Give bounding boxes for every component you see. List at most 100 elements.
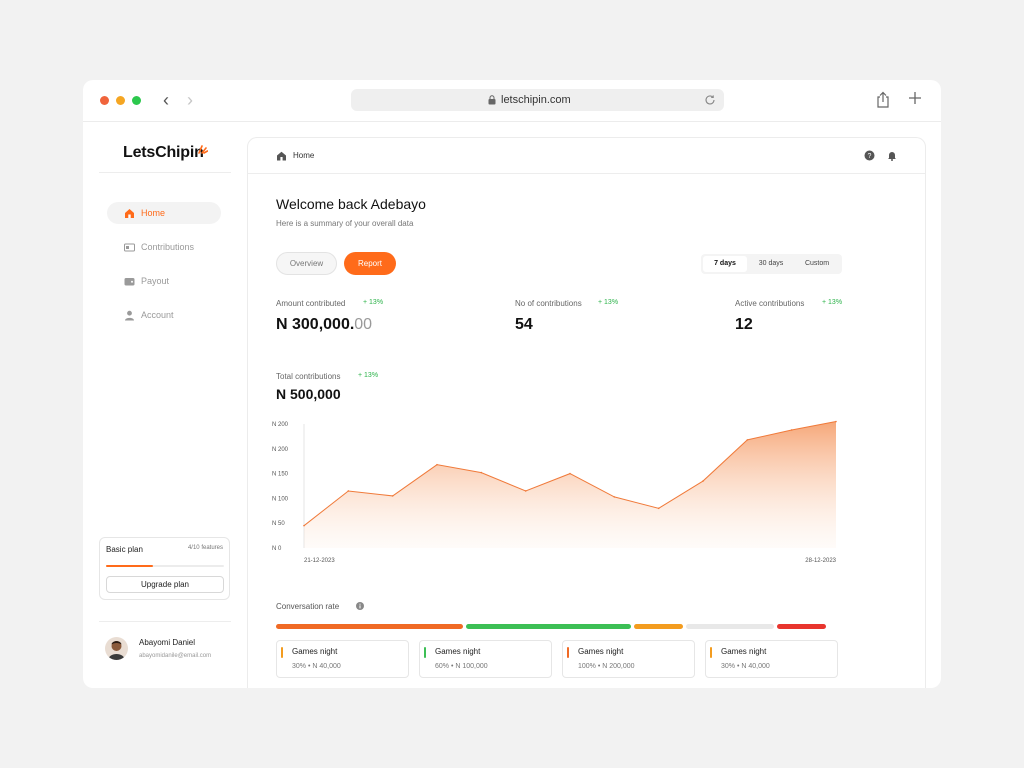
conversion-rate-segment — [686, 624, 774, 629]
user-name: Abayomi Daniel — [139, 638, 196, 647]
data-point[interactable] — [746, 439, 749, 441]
conversion-rate-segment — [466, 624, 631, 629]
date-range-selector: 7 days 30 days Custom — [701, 254, 842, 274]
rate-card-meta: 60% • N 100,000 — [435, 663, 488, 670]
breadcrumb[interactable]: Home — [293, 151, 315, 160]
rate-card-accent — [710, 647, 712, 658]
plan-progress-fill — [106, 565, 154, 567]
logo-mark-icon — [198, 145, 208, 154]
rate-card-title: Games night — [292, 647, 338, 656]
rate-card-meta: 30% • N 40,000 — [292, 663, 341, 670]
data-point[interactable] — [436, 463, 438, 466]
rate-card[interactable]: Games night 30% • N 40,000 — [705, 640, 838, 678]
bell-icon[interactable] — [887, 150, 897, 161]
rate-card-title: Games night — [578, 647, 624, 656]
sidebar-item-account[interactable]: Account — [107, 304, 221, 326]
maximize-window-button[interactable] — [132, 96, 141, 105]
stat-value-count: 54 — [515, 316, 533, 333]
x-tick-label: 28-12-2023 — [805, 558, 836, 564]
url-text: letschipin.com — [501, 94, 571, 106]
x-tick-label: 21-12-2023 — [304, 558, 335, 564]
data-point[interactable] — [391, 495, 394, 497]
header-divider — [248, 173, 925, 174]
data-point[interactable] — [480, 471, 483, 474]
browser-window: ‹ › letschipin.com LetsChipin Home Contr… — [83, 80, 941, 688]
forward-arrow-icon[interactable]: › — [187, 90, 193, 110]
browser-titlebar: ‹ › letschipin.com — [83, 80, 941, 122]
sidebar-divider — [99, 621, 231, 622]
range-option-custom[interactable]: Custom — [804, 260, 830, 267]
stat-delta-count: + 13% — [598, 299, 619, 306]
rate-card[interactable]: Games night 100% • N 200,000 — [562, 640, 695, 678]
plan-name: Basic plan — [106, 545, 143, 554]
range-option-30-days[interactable]: 30 days — [758, 260, 784, 267]
rate-card-title: Games night — [435, 647, 481, 656]
rate-card-meta: 100% • N 200,000 — [578, 663, 635, 670]
stat-label-active: Active contributions — [735, 299, 805, 308]
rate-card[interactable]: Games night 60% • N 100,000 — [419, 640, 552, 678]
plan-progress-track — [106, 565, 224, 567]
data-point[interactable] — [569, 472, 571, 475]
plan-feature-count: 4/10 features — [187, 545, 223, 551]
data-point[interactable] — [790, 429, 793, 431]
home-icon — [125, 209, 134, 218]
stat-value-active: 12 — [735, 316, 753, 333]
user-email: abayomidanile@email.com — [139, 653, 212, 659]
tab-overview[interactable]: Overview — [276, 252, 337, 275]
close-window-button[interactable] — [100, 96, 109, 105]
reload-icon[interactable] — [702, 92, 718, 108]
rate-card[interactable]: Games night 30% • N 40,000 — [276, 640, 409, 678]
range-option-7-days[interactable]: 7 days — [703, 256, 747, 272]
sidebar-item-home[interactable]: Home — [107, 202, 221, 224]
total-contributions-delta: + 13% — [358, 372, 379, 379]
y-tick-label: N 150 — [272, 472, 289, 478]
avatar[interactable] — [105, 637, 128, 660]
conversion-rate-label: Conversation rate — [276, 602, 340, 611]
sidebar-item-label: Contributions — [141, 242, 195, 252]
y-tick-label: N 200 — [272, 447, 289, 453]
stat-delta-amount: + 13% — [363, 299, 384, 306]
rate-card-accent — [424, 647, 426, 658]
upgrade-plan-button[interactable]: Upgrade plan — [106, 576, 224, 593]
y-tick-label: N 50 — [272, 521, 285, 527]
help-icon[interactable]: ? — [864, 150, 875, 161]
sidebar-item-label: Account — [141, 310, 174, 320]
conversion-rate-segment — [777, 624, 826, 629]
stat-value-cents: 00 — [354, 316, 373, 333]
rate-card-meta: 30% • N 40,000 — [721, 663, 770, 670]
y-tick-label: N 100 — [272, 496, 289, 502]
new-tab-icon[interactable] — [908, 91, 922, 105]
conversion-rate-segment — [634, 624, 683, 629]
data-point[interactable] — [613, 496, 616, 498]
info-icon[interactable] — [356, 602, 364, 610]
address-bar[interactable]: letschipin.com — [351, 89, 724, 111]
data-point[interactable] — [657, 507, 660, 510]
sidebar-item-payout[interactable]: Payout — [107, 270, 221, 292]
page-subtitle: Here is a summary of your overall data — [276, 219, 414, 228]
app-logo[interactable]: LetsChipin — [123, 144, 204, 161]
sidebar-item-label: Home — [141, 208, 166, 218]
rate-card-accent — [567, 647, 569, 658]
area-fill — [304, 421, 836, 548]
share-icon[interactable] — [875, 91, 891, 109]
back-arrow-icon[interactable]: ‹ — [163, 90, 169, 110]
svg-text:?: ? — [868, 153, 872, 160]
data-point[interactable] — [524, 490, 527, 492]
stat-value-amount: N 300,000.00 — [276, 316, 372, 334]
data-point[interactable] — [303, 524, 305, 527]
stat-value-main: N 300,000. — [276, 316, 355, 333]
wallet-icon — [124, 278, 135, 286]
conversion-rate-segment — [276, 624, 463, 629]
main-panel: Home ? Welcome back Adebayo Here is a su… — [247, 137, 926, 688]
data-point[interactable] — [702, 480, 704, 482]
y-tick-label: N 0 — [272, 546, 282, 552]
sidebar-item-contributions[interactable]: Contributions — [107, 236, 221, 258]
total-contributions-label: Total contributions — [276, 372, 341, 381]
sidebar-divider — [99, 172, 231, 173]
tab-report[interactable]: Report — [344, 252, 396, 275]
data-point[interactable] — [835, 420, 837, 423]
data-point[interactable] — [347, 490, 350, 492]
stat-delta-active: + 13% — [822, 299, 843, 306]
minimize-window-button[interactable] — [116, 96, 125, 105]
total-contributions-value: N 500,000 — [276, 386, 341, 402]
